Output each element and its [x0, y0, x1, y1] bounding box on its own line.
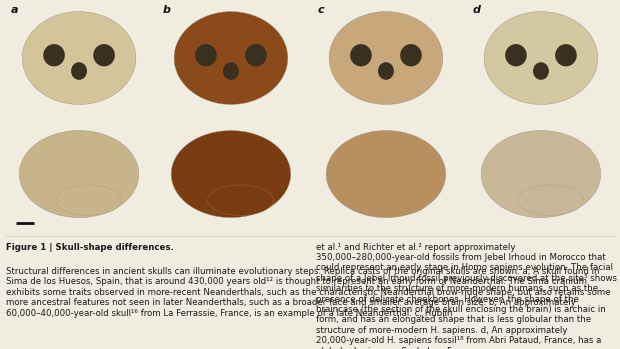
Ellipse shape	[208, 185, 273, 215]
Text: b: b	[163, 5, 171, 15]
Ellipse shape	[481, 131, 601, 217]
Ellipse shape	[329, 12, 443, 104]
Text: et al.¹ and Richter et al.² report approximately 350,000–280,000-year-old fossil: et al.¹ and Richter et al.² report appro…	[316, 243, 617, 349]
Text: c: c	[318, 5, 325, 15]
Text: Structural differences in ancient skulls can illuminate evolutionary steps. Repl: Structural differences in ancient skulls…	[6, 267, 611, 318]
Ellipse shape	[518, 185, 583, 215]
Text: d: d	[473, 5, 481, 15]
Text: Figure 1 | Skull-shape differences.: Figure 1 | Skull-shape differences.	[6, 243, 174, 252]
Ellipse shape	[245, 44, 267, 66]
Ellipse shape	[326, 131, 446, 217]
Ellipse shape	[350, 44, 372, 66]
Ellipse shape	[56, 185, 122, 215]
Ellipse shape	[22, 12, 136, 104]
Ellipse shape	[93, 44, 115, 66]
Ellipse shape	[555, 44, 577, 66]
Ellipse shape	[400, 44, 422, 66]
Ellipse shape	[43, 44, 65, 66]
Ellipse shape	[174, 12, 288, 104]
Ellipse shape	[484, 12, 598, 104]
Ellipse shape	[171, 131, 291, 217]
Ellipse shape	[533, 62, 549, 80]
Ellipse shape	[71, 62, 87, 80]
Ellipse shape	[195, 44, 217, 66]
Ellipse shape	[223, 62, 239, 80]
Ellipse shape	[378, 62, 394, 80]
Text: a: a	[11, 5, 19, 15]
Ellipse shape	[363, 185, 428, 215]
Ellipse shape	[19, 131, 139, 217]
Ellipse shape	[505, 44, 527, 66]
